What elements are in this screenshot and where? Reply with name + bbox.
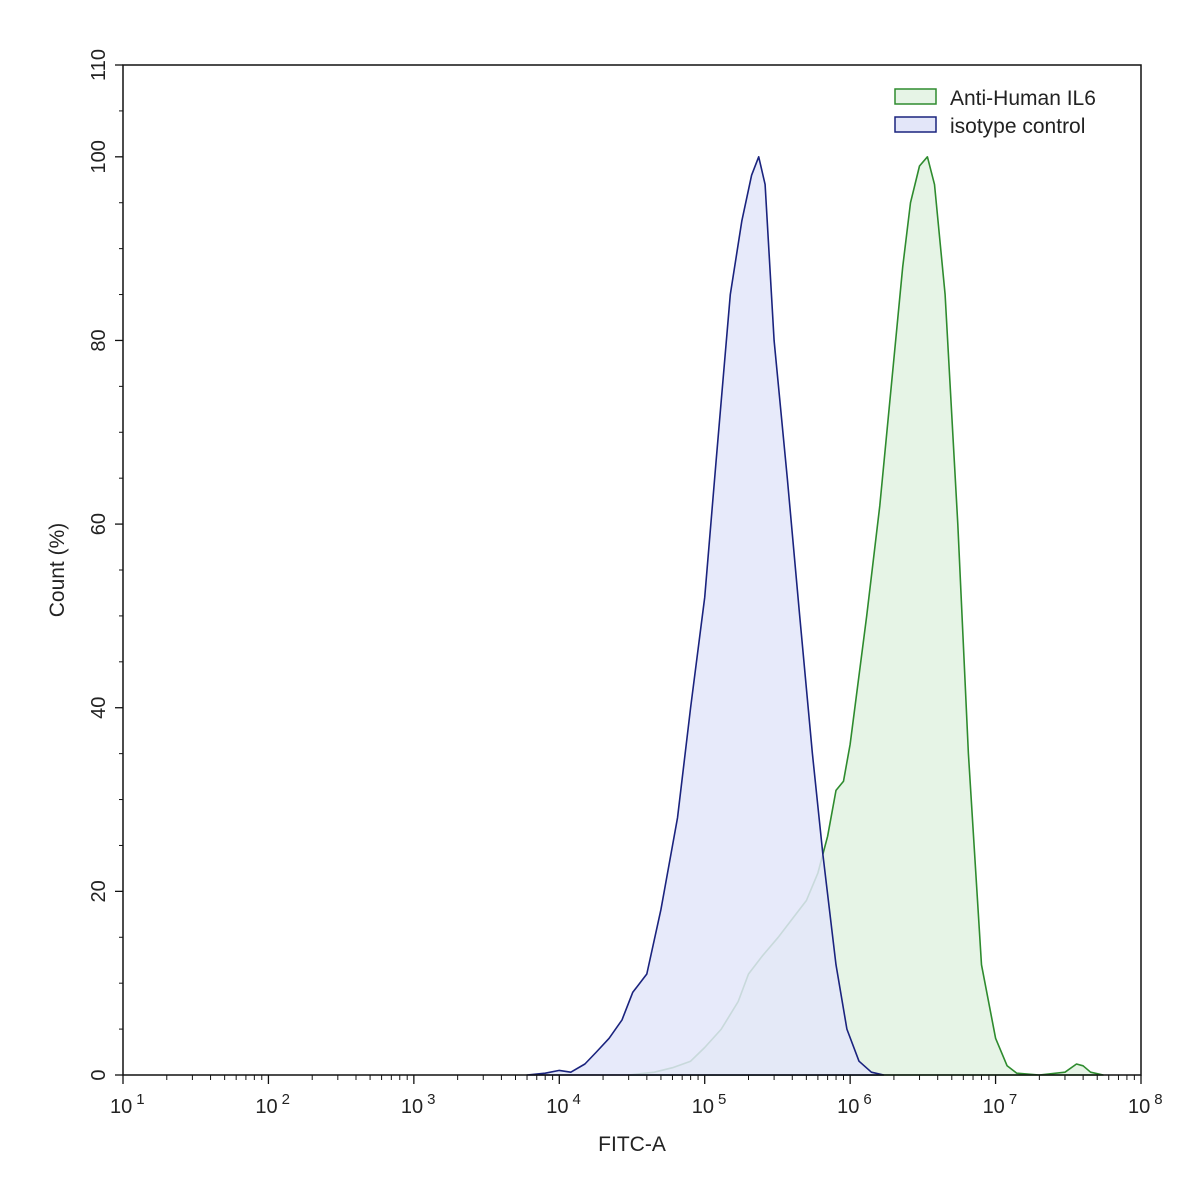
x-axis-ticks: 10 1 10 2 10 3 10 4 10 5 10 6 10 7 10 8 <box>110 1075 1163 1118</box>
x-axis-label: FITC-A <box>598 1133 666 1156</box>
x-tick-label-1e1: 10 1 <box>110 1091 145 1118</box>
x-tick-label-1e3: 10 3 <box>401 1091 436 1118</box>
y-tick-label-60: 60 <box>88 513 110 535</box>
legend-label-anti-human-il6: Anti-Human IL6 <box>950 87 1096 110</box>
legend-label-isotype-control: isotype control <box>950 115 1085 138</box>
x-tick-label-1e6: 10 6 <box>837 1091 872 1118</box>
y-tick-label-100: 100 <box>88 140 110 173</box>
legend-swatch-anti-human-il6 <box>894 88 937 105</box>
x-minor-ticks <box>166 1075 1135 1080</box>
y-axis-label: Count (%) <box>46 523 69 618</box>
y-tick-label-40: 40 <box>88 697 110 719</box>
x-tick-label-1e5: 10 5 <box>692 1091 727 1118</box>
series-area-isotype-control <box>526 156 885 1076</box>
y-minor-ticks <box>119 110 123 1030</box>
x-tick-label-1e2: 10 2 <box>255 1091 290 1118</box>
series-layer <box>526 156 1104 1076</box>
legend-swatch-isotype-control <box>894 116 937 133</box>
x-tick-label-1e4: 10 4 <box>546 1091 581 1118</box>
y-tick-label-110: 110 <box>88 49 110 81</box>
y-axis-ticks: 0 20 40 60 80 100 110 <box>88 49 123 1081</box>
legend: Anti-Human IL6 isotype control <box>894 87 1096 138</box>
plot-frame <box>122 64 1142 1076</box>
y-tick-label-80: 80 <box>88 329 110 351</box>
x-tick-label-1e7: 10 7 <box>983 1091 1018 1118</box>
y-tick-label-0: 0 <box>88 1069 110 1080</box>
y-tick-label-20: 20 <box>88 880 110 902</box>
x-tick-label-1e8: 10 8 <box>1128 1091 1163 1118</box>
